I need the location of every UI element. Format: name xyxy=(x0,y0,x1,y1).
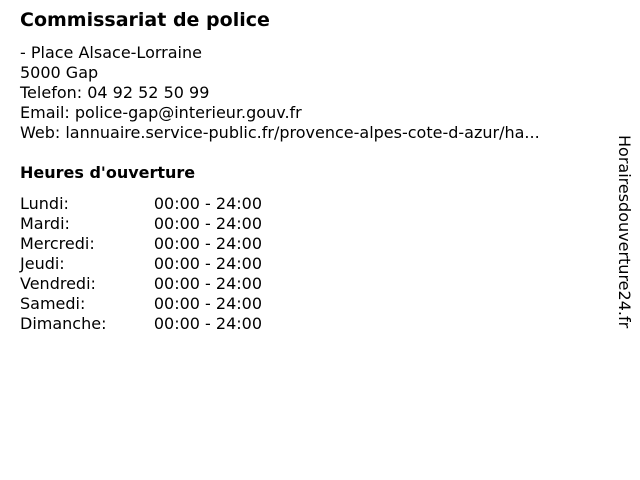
day: Dimanche: xyxy=(20,314,107,333)
day: Mercredi: xyxy=(20,234,95,253)
hours-table: Lundi: 00:00 - 24:00 Mardi: 00:00 - 24:00 … xyxy=(20,194,262,334)
hours-row: Lundi: 00:00 - 24:00 xyxy=(20,194,262,214)
time: 00:00 - 24:00 xyxy=(153,294,262,313)
site-name: Horairesdouverture24.fr xyxy=(615,135,634,329)
day: Lundi: xyxy=(20,194,69,213)
page-title: Commissariat de police xyxy=(20,9,270,31)
email: Email: police-gap@interieur.gouv.fr xyxy=(20,103,302,122)
day: Jeudi: xyxy=(20,254,65,273)
hours-row: Dimanche: 00:00 - 24:00 xyxy=(20,314,262,334)
hours-row: Jeudi: 00:00 - 24:00 xyxy=(20,254,262,274)
time: 00:00 - 24:00 xyxy=(153,314,262,333)
time: 00:00 - 24:00 xyxy=(153,214,262,233)
phone: Telefon: 04 92 52 50 99 xyxy=(20,83,210,102)
hours-row: Mercredi: 00:00 - 24:00 xyxy=(20,234,262,254)
time: 00:00 - 24:00 xyxy=(153,274,262,293)
contact-info: - Place Alsace-Lorraine 5000 Gap Telefon… xyxy=(20,43,540,143)
hours-row: Mardi: 00:00 - 24:00 xyxy=(20,214,262,234)
time: 00:00 - 24:00 xyxy=(153,234,262,253)
day: Samedi: xyxy=(20,294,86,313)
website: Web: lannuaire.service-public.fr/provenc… xyxy=(20,123,540,142)
hours-heading: Heures d'ouverture xyxy=(20,163,196,182)
day: Mardi: xyxy=(20,214,70,233)
time: 00:00 - 24:00 xyxy=(153,194,262,213)
street: - Place Alsace-Lorraine xyxy=(20,43,202,62)
hours-row: Samedi: 00:00 - 24:00 xyxy=(20,294,262,314)
city: 5000 Gap xyxy=(20,63,99,82)
site-watermark: Horairesdouverture24.fr xyxy=(612,135,636,375)
time: 00:00 - 24:00 xyxy=(153,254,262,273)
hours-row: Vendredi: 00:00 - 24:00 xyxy=(20,274,262,294)
day: Vendredi: xyxy=(20,274,96,293)
